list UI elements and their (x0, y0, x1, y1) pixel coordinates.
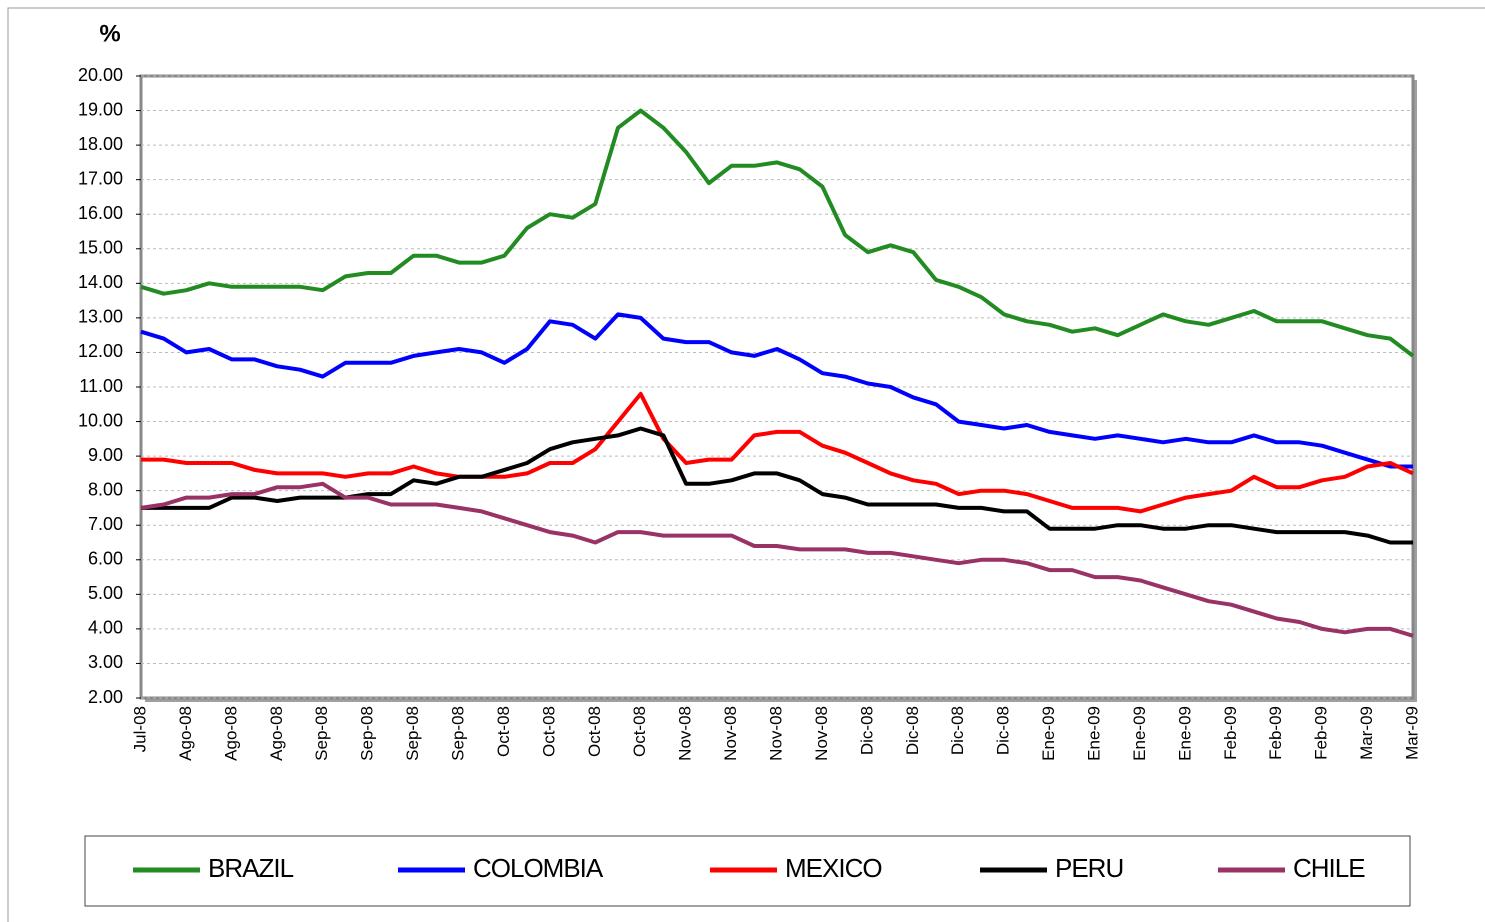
legend-label: CHILE (1293, 853, 1365, 883)
x-tick-label: Dic-08 (857, 706, 876, 755)
x-tick-label: Jul-08 (130, 706, 149, 752)
x-tick-label: Feb-09 (1266, 706, 1285, 760)
x-tick-label: Oct-08 (539, 706, 558, 757)
x-tick-label: Ago-08 (176, 706, 195, 761)
x-tick-label: Ene-09 (1084, 706, 1103, 761)
y-tick-label: 7.00 (88, 514, 123, 534)
y-tick-label: 17.00 (78, 168, 123, 188)
y-tick-label: 15.00 (78, 238, 123, 258)
legend-label: COLOMBIA (473, 853, 604, 883)
series-line (141, 391, 1414, 514)
y-tick-label: 2.00 (88, 687, 123, 707)
x-tick-label: Nov-08 (766, 706, 785, 761)
y-tick-label: 4.00 (88, 618, 123, 638)
x-tick-label: Dic-08 (903, 706, 922, 755)
x-tick-label: Ene-09 (1175, 706, 1194, 761)
legend-label: MEXICO (785, 853, 882, 883)
y-tick-label: 6.00 (88, 549, 123, 569)
x-tick-label: Sep-08 (358, 706, 377, 761)
y-tick-label: 20.00 (78, 65, 123, 85)
x-tick-label: Feb-09 (1312, 706, 1331, 760)
x-tick-label: Nov-08 (721, 706, 740, 761)
y-tick-label: 13.00 (78, 307, 123, 327)
x-tick-label: Nov-08 (812, 706, 831, 761)
x-tick-label: Ago-08 (267, 706, 286, 761)
legend-label: BRAZIL (208, 853, 294, 883)
x-tick-label: Sep-08 (312, 706, 331, 761)
x-tick-label: Ene-09 (1039, 706, 1058, 761)
x-tick-label: Oct-08 (494, 706, 513, 757)
y-tick-label: 19.00 (78, 99, 123, 119)
series-line (140, 481, 1414, 638)
y-tick-label: 8.00 (88, 479, 123, 499)
y-tick-label: 3.00 (88, 652, 123, 672)
x-tick-label: Ago-08 (221, 706, 240, 761)
y-tick-label: 11.00 (79, 376, 123, 396)
y-tick-label: 5.00 (88, 583, 123, 603)
y-tick-label: 16.00 (78, 203, 123, 223)
x-tick-label: Mar-09 (1357, 706, 1376, 760)
x-tick-label: Oct-08 (585, 706, 604, 757)
x-tick-label: Feb-09 (1221, 706, 1240, 760)
y-tick-label: 14.00 (78, 272, 123, 292)
y-tick-label: 18.00 (78, 134, 123, 154)
series-line (140, 108, 1415, 358)
x-tick-label: Ene-09 (1130, 706, 1149, 761)
x-tick-label: Nov-08 (676, 706, 695, 761)
y-tick-label: 9.00 (88, 445, 123, 465)
x-tick-label: Dic-08 (994, 706, 1013, 755)
x-tick-label: Sep-08 (448, 706, 467, 761)
y-tick-label: 12.00 (78, 341, 123, 361)
legend-label: PERU (1055, 853, 1123, 883)
x-tick-label: Oct-08 (630, 706, 649, 757)
x-tick-label: Mar-09 (1402, 706, 1421, 760)
series-line (140, 312, 1413, 469)
x-tick-label: Dic-08 (948, 706, 967, 755)
y-tick-label: 10.00 (78, 410, 123, 430)
y-axis-label: % (99, 20, 120, 47)
x-tick-label: Sep-08 (403, 706, 422, 761)
